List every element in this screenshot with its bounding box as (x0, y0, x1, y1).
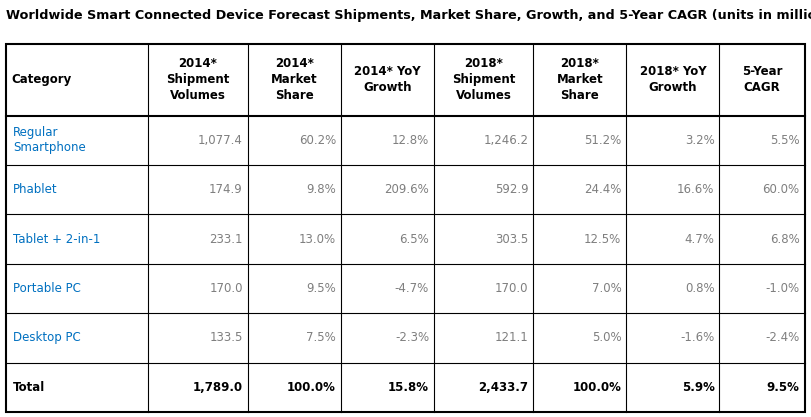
Text: 7.0%: 7.0% (592, 282, 621, 295)
Text: 174.9: 174.9 (209, 183, 242, 196)
Text: 170.0: 170.0 (209, 282, 242, 295)
Text: 7.5%: 7.5% (307, 332, 336, 344)
Text: 6.8%: 6.8% (770, 233, 800, 246)
Text: 209.6%: 209.6% (384, 183, 429, 196)
Text: 592.9: 592.9 (495, 183, 528, 196)
Text: Tablet + 2-in-1: Tablet + 2-in-1 (13, 233, 101, 246)
Text: 170.0: 170.0 (495, 282, 528, 295)
Text: 15.8%: 15.8% (388, 381, 429, 394)
Text: 2014*
Market
Share: 2014* Market Share (271, 57, 318, 102)
Text: 121.1: 121.1 (495, 332, 528, 344)
Text: 5.9%: 5.9% (682, 381, 714, 394)
Text: 5.5%: 5.5% (770, 134, 800, 147)
Text: -4.7%: -4.7% (395, 282, 429, 295)
Text: Desktop PC: Desktop PC (13, 332, 81, 344)
Text: 9.5%: 9.5% (766, 381, 800, 394)
Text: 100.0%: 100.0% (287, 381, 336, 394)
Bar (6, 44, 805, 412)
Text: -2.4%: -2.4% (766, 332, 800, 344)
Text: 303.5: 303.5 (495, 233, 528, 246)
Text: 2018*
Shipment
Volumes: 2018* Shipment Volumes (452, 57, 515, 102)
Text: 2018* YoY
Growth: 2018* YoY Growth (640, 65, 706, 94)
Text: 2014* YoY
Growth: 2014* YoY Growth (354, 65, 421, 94)
Text: 1,077.4: 1,077.4 (198, 134, 242, 147)
Text: 9.5%: 9.5% (307, 282, 336, 295)
Text: Regular
Smartphone: Regular Smartphone (13, 126, 86, 154)
Text: 6.5%: 6.5% (399, 233, 429, 246)
Text: 0.8%: 0.8% (685, 282, 714, 295)
Text: 1,246.2: 1,246.2 (483, 134, 528, 147)
Text: 2018*
Market
Share: 2018* Market Share (556, 57, 603, 102)
Text: Total: Total (13, 381, 45, 394)
Text: 100.0%: 100.0% (573, 381, 621, 394)
Text: 13.0%: 13.0% (298, 233, 336, 246)
Text: 4.7%: 4.7% (684, 233, 714, 246)
Text: Phablet: Phablet (13, 183, 58, 196)
Text: -2.3%: -2.3% (395, 332, 429, 344)
Text: 5-Year
CAGR: 5-Year CAGR (742, 65, 782, 94)
Text: 60.2%: 60.2% (298, 134, 336, 147)
Text: -1.0%: -1.0% (766, 282, 800, 295)
Text: 60.0%: 60.0% (762, 183, 800, 196)
Text: 2014*
Shipment
Volumes: 2014* Shipment Volumes (166, 57, 230, 102)
Text: 2,433.7: 2,433.7 (478, 381, 528, 394)
Text: 12.8%: 12.8% (392, 134, 429, 147)
Text: 5.0%: 5.0% (592, 332, 621, 344)
Text: 133.5: 133.5 (209, 332, 242, 344)
Text: 3.2%: 3.2% (684, 134, 714, 147)
Text: Category: Category (11, 73, 71, 86)
Text: 24.4%: 24.4% (584, 183, 621, 196)
Text: 233.1: 233.1 (209, 233, 242, 246)
Text: 9.8%: 9.8% (307, 183, 336, 196)
Text: -1.6%: -1.6% (680, 332, 714, 344)
Text: Portable PC: Portable PC (13, 282, 81, 295)
Text: 12.5%: 12.5% (584, 233, 621, 246)
Text: 51.2%: 51.2% (584, 134, 621, 147)
Text: 1,789.0: 1,789.0 (193, 381, 242, 394)
Text: 16.6%: 16.6% (677, 183, 714, 196)
Text: Worldwide Smart Connected Device Forecast Shipments, Market Share, Growth, and 5: Worldwide Smart Connected Device Forecas… (6, 9, 811, 22)
